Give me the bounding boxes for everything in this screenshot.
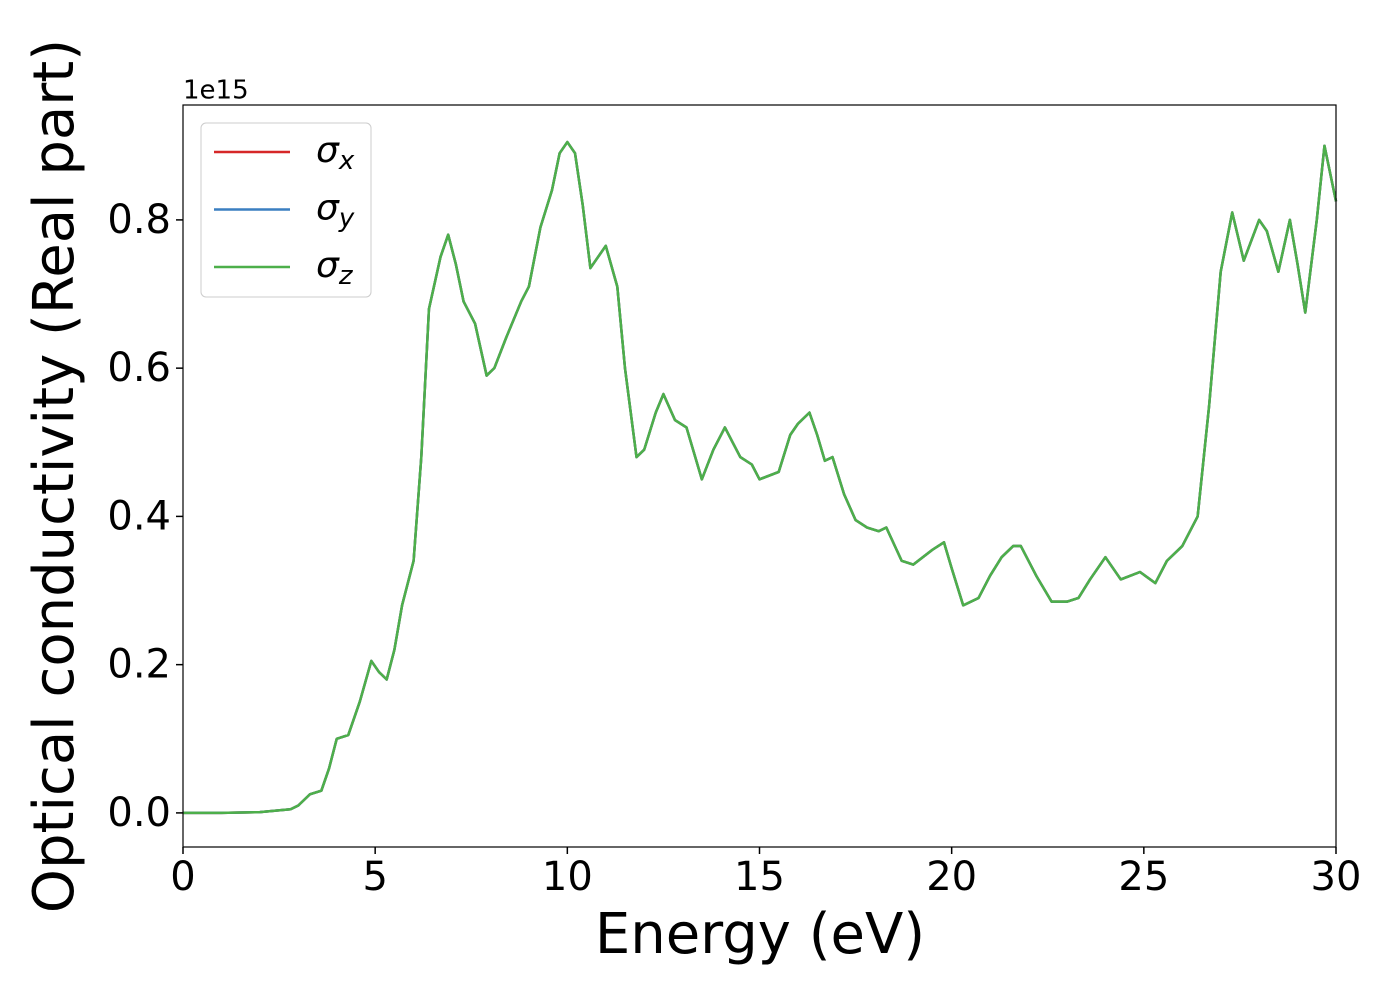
x-tick-label: 20 <box>926 854 977 900</box>
legend-label: σx <box>316 130 355 176</box>
legend-label: σy <box>316 188 355 234</box>
y-tick-label: 0.6 <box>107 345 171 391</box>
y-axis-label: Optical conductivity (Real part) <box>22 39 87 913</box>
y-tick-label: 0.4 <box>107 493 171 539</box>
plot-frame <box>182 104 1337 848</box>
y-offset-label: 1e15 <box>183 76 249 106</box>
x-tick-label: 15 <box>734 854 785 900</box>
x-tick-label: 5 <box>362 854 387 900</box>
x-tick-label: 30 <box>1311 854 1362 900</box>
y-tick-label: 0.2 <box>107 642 171 688</box>
x-tick-label: 10 <box>542 854 593 900</box>
line <box>183 140 1338 815</box>
x-tick-label: 25 <box>1118 854 1169 900</box>
x-tick-label: 0 <box>170 854 195 900</box>
y-tick-label: 0.8 <box>107 197 171 243</box>
x-axis-label: Energy (eV) <box>595 902 925 967</box>
y-tick-label: 0.0 <box>107 790 171 836</box>
